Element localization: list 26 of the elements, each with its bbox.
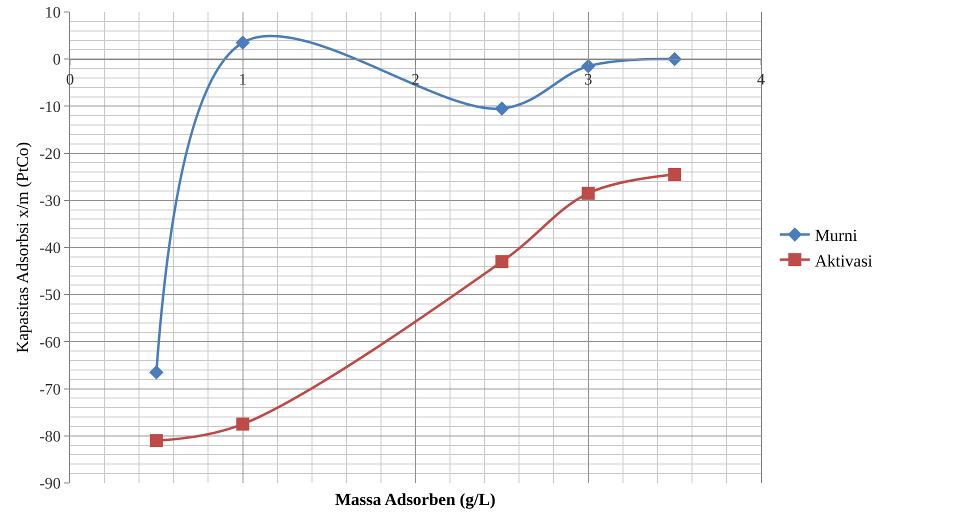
point — [150, 434, 163, 448]
y-tick-label: -20 — [39, 146, 61, 163]
legend-label: Aktivasi — [814, 251, 873, 270]
point — [495, 255, 508, 268]
y-tick-label: 0 — [52, 52, 61, 69]
y-tick-label: -90 — [39, 476, 61, 493]
y-tick-label: -40 — [39, 240, 61, 258]
point — [668, 168, 682, 181]
point — [149, 365, 164, 380]
x-tick-label: 3 — [584, 71, 592, 88]
y-tick-label: -60 — [39, 334, 61, 352]
x-tick-label: 1 — [238, 71, 247, 88]
y-tick-label: -80 — [39, 428, 61, 446]
x-axis-title: Massa Adsorben (g/L) — [335, 490, 496, 509]
point — [581, 59, 596, 74]
point — [236, 418, 250, 431]
y-axis-title: Kapasitas Adsorbsi x/m (PtCo) — [13, 142, 32, 354]
y-tick-label: 10 — [44, 4, 61, 22]
y-tick-label: -10 — [39, 98, 61, 116]
point — [236, 35, 250, 50]
point — [494, 101, 510, 116]
y-tick-label: -70 — [39, 381, 61, 398]
y-tick-label: -50 — [39, 287, 61, 304]
y-tick-label: -30 — [39, 193, 61, 210]
point — [582, 186, 595, 200]
legend-label: Murni — [814, 226, 858, 246]
